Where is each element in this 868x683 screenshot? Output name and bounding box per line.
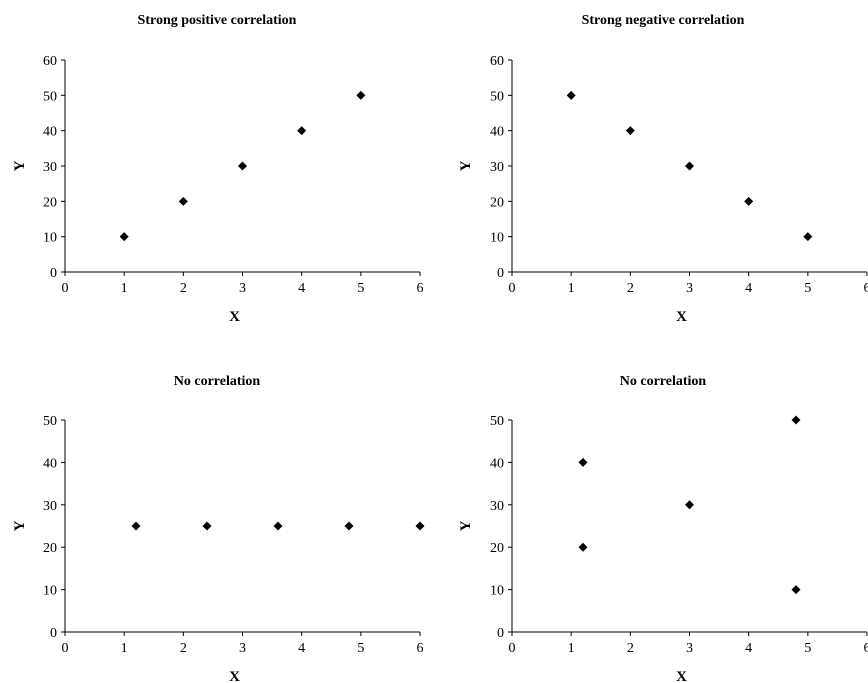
x-tick-label: 3: [239, 641, 246, 656]
y-tick-label: 40: [490, 456, 504, 471]
x-axis-label: X: [229, 309, 240, 325]
x-tick-label: 6: [864, 281, 868, 296]
x-tick-label: 1: [121, 281, 128, 296]
data-point-diamond: [202, 521, 212, 531]
chart-no-correlation-scattered: No correlation 0 10 20 30 40 50 0 1 2 3 4 5 6 X Y: [458, 374, 868, 683]
data-point-diamond: [131, 521, 141, 531]
data-point-diamond: [178, 196, 188, 206]
chart-title: No correlation: [174, 374, 261, 389]
x-tick-label: 2: [180, 281, 187, 296]
data-point-diamond: [685, 161, 694, 171]
chart-title: Strong positive correlation: [138, 13, 297, 28]
chart-title: Strong negative correlation: [582, 13, 745, 28]
data-point-diamond: [744, 196, 754, 206]
x-tick-label: 2: [627, 281, 634, 296]
y-tick-label: 60: [43, 54, 57, 69]
x-tick-label: 6: [417, 641, 424, 656]
y-tick-label: 20: [43, 541, 57, 556]
chart-strong-positive-correlation: Strong positive correlation0102030405060…: [12, 13, 424, 325]
data-point-diamond: [578, 457, 588, 467]
data-point-diamond: [119, 232, 129, 242]
x-tick-label: 5: [357, 281, 364, 296]
y-tick-label: 30: [490, 160, 504, 175]
x-tick-label: 4: [298, 641, 305, 656]
y-axis-label: Y: [458, 520, 474, 531]
data-point-diamond: [791, 585, 801, 595]
x-tick-label: 4: [745, 281, 752, 296]
y-tick-label: 0: [497, 626, 504, 641]
x-tick-label: 5: [357, 641, 364, 656]
x-axis-label: X: [676, 309, 687, 325]
y-tick-label: 0: [497, 266, 504, 281]
y-axis-label: Y: [12, 160, 28, 171]
x-tick-label: 4: [745, 641, 752, 656]
x-tick-label: 1: [568, 281, 575, 296]
x-tick-label: 0: [509, 281, 516, 296]
x-tick-label: 1: [568, 641, 575, 656]
data-point-diamond: [415, 521, 425, 531]
x-tick-label: 1: [121, 641, 128, 656]
chart-strong-negative-correlation: Strong negative correlation0102030405060…: [458, 13, 868, 325]
x-axis-label: X: [229, 669, 240, 683]
y-tick-label: 40: [490, 125, 504, 140]
x-tick-label: 4: [298, 281, 305, 296]
y-tick-label: 40: [43, 456, 57, 471]
y-tick-label: 30: [43, 499, 57, 514]
y-tick-label: 20: [490, 541, 504, 556]
y-tick-label: 40: [43, 125, 57, 140]
y-tick-label: 50: [43, 414, 57, 429]
x-tick-label: 0: [509, 641, 516, 656]
x-tick-label: 6: [864, 641, 868, 656]
y-tick-label: 30: [490, 499, 504, 514]
y-tick-label: 10: [43, 584, 57, 599]
data-point-diamond: [273, 521, 283, 531]
data-point-diamond: [344, 521, 354, 531]
chart-no-correlation-flat: No correlation 0 10 20 30 40 50 0 1 2 3 4 5 6 X Y: [12, 374, 425, 683]
data-point-diamond: [238, 161, 247, 171]
x-axis-label: X: [676, 669, 687, 683]
x-tick-label: 2: [627, 641, 634, 656]
data-point-diamond: [578, 542, 588, 552]
x-tick-label: 5: [804, 281, 811, 296]
x-tick-label: 3: [686, 281, 693, 296]
x-tick-label: 0: [62, 281, 69, 296]
y-tick-label: 0: [50, 626, 57, 641]
y-tick-label: 10: [43, 231, 57, 246]
chart-title: No correlation: [620, 374, 707, 389]
x-tick-label: 3: [686, 641, 693, 656]
data-point-diamond: [685, 500, 694, 510]
y-axis-label: Y: [12, 520, 28, 531]
x-tick-label: 0: [62, 641, 69, 656]
y-tick-label: 20: [490, 195, 504, 210]
y-tick-label: 50: [490, 89, 504, 104]
y-tick-label: 30: [43, 160, 57, 175]
y-tick-label: 50: [43, 89, 57, 104]
data-point-diamond: [803, 232, 813, 242]
x-tick-label: 3: [239, 281, 246, 296]
data-point-diamond: [297, 126, 307, 136]
y-tick-label: 60: [490, 54, 504, 69]
x-tick-label: 6: [417, 281, 424, 296]
y-tick-label: 10: [490, 231, 504, 246]
y-tick-label: 0: [50, 266, 57, 281]
y-tick-label: 50: [490, 414, 504, 429]
x-tick-label: 2: [180, 641, 187, 656]
y-axis-label: Y: [458, 160, 474, 171]
x-tick-label: 5: [804, 641, 811, 656]
data-point-diamond: [566, 90, 576, 100]
data-point-diamond: [625, 126, 635, 136]
y-tick-label: 10: [490, 584, 504, 599]
data-point-diamond: [356, 90, 366, 100]
data-point-diamond: [791, 415, 801, 425]
y-tick-label: 20: [43, 195, 57, 210]
